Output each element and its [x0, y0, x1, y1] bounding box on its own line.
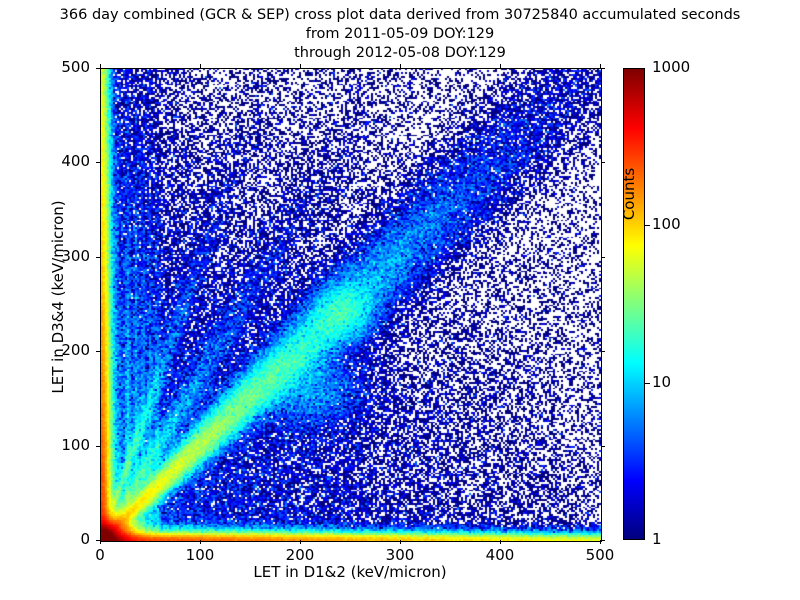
- x-axis-tick-top: [400, 64, 401, 68]
- y-axis-tick: [96, 351, 100, 353]
- x-axis-tick-label: 300: [385, 546, 415, 564]
- x-axis-tick: [500, 540, 501, 544]
- x-axis-tick-label: 400: [485, 546, 515, 564]
- y-axis-tick-right: [601, 540, 605, 541]
- x-axis-tick-top: [600, 64, 601, 68]
- y-axis-tick-label: 200: [61, 341, 90, 360]
- y-axis-tick: [96, 445, 100, 447]
- y-axis-label: LET in D3&4 (keV/micron): [49, 200, 67, 394]
- y-axis-tick: [96, 162, 100, 164]
- plot-area[interactable]: [100, 68, 602, 542]
- x-axis-tick-top: [200, 64, 201, 68]
- y-axis-tick-label: 300: [61, 246, 90, 265]
- colorbar-label: Counts: [620, 167, 638, 221]
- title-line-2: from 2011-05-09 DOY:129: [305, 26, 495, 42]
- y-axis-tick-label: 0: [80, 530, 90, 548]
- chart-title: 366 day combined (GCR & SEP) cross plot …: [0, 6, 800, 63]
- x-axis-tick-label: 0: [95, 546, 105, 564]
- y-axis-tick-right: [601, 351, 605, 353]
- colorbar-tick-label: 1: [652, 530, 662, 548]
- colorbar-tick-label: 10: [652, 372, 672, 391]
- density-heatmap: [101, 69, 601, 541]
- colorbar-tick: [645, 225, 650, 227]
- y-axis-tick-label: 100: [61, 435, 90, 454]
- colorbar-tick: [645, 382, 650, 384]
- x-axis-tick: [100, 540, 101, 544]
- colorbar-tick-label: 1000: [652, 58, 691, 76]
- title-line-3: through 2012-05-08 DOY:129: [294, 45, 506, 61]
- y-axis-tick-label: 400: [61, 152, 90, 171]
- colorbar-tick-label: 100: [652, 215, 681, 234]
- x-axis-tick-label: 500: [585, 546, 615, 564]
- x-axis-tick: [200, 540, 201, 544]
- colorbar[interactable]: 1 10 100 1000: [623, 58, 690, 548]
- x-axis-tick: [400, 540, 401, 544]
- y-axis-tick-label: 500: [61, 58, 90, 76]
- x-axis-tick: [600, 540, 601, 544]
- x-axis-tick-label: 200: [285, 546, 315, 564]
- y-axis-tick-right: [601, 162, 605, 164]
- colorbar-gradient: [623, 68, 645, 540]
- y-axis-tick-right: [601, 256, 605, 258]
- x-axis-tick-label: 100: [185, 546, 215, 564]
- title-line-1: 366 day combined (GCR & SEP) cross plot …: [59, 7, 741, 23]
- y-axis-tick-right: [601, 445, 605, 447]
- y-axis-tick: [96, 540, 100, 541]
- x-axis-label: LET in D1&2 (keV/micron): [253, 563, 447, 581]
- x-axis-tick-top: [500, 64, 501, 68]
- y-axis-tick-right: [601, 68, 605, 69]
- y-axis-tick: [96, 68, 100, 69]
- x-axis-tick-top: [300, 64, 301, 68]
- y-axis-tick: [96, 256, 100, 258]
- x-axis-tick-top: [100, 64, 101, 68]
- x-axis-tick: [300, 540, 301, 544]
